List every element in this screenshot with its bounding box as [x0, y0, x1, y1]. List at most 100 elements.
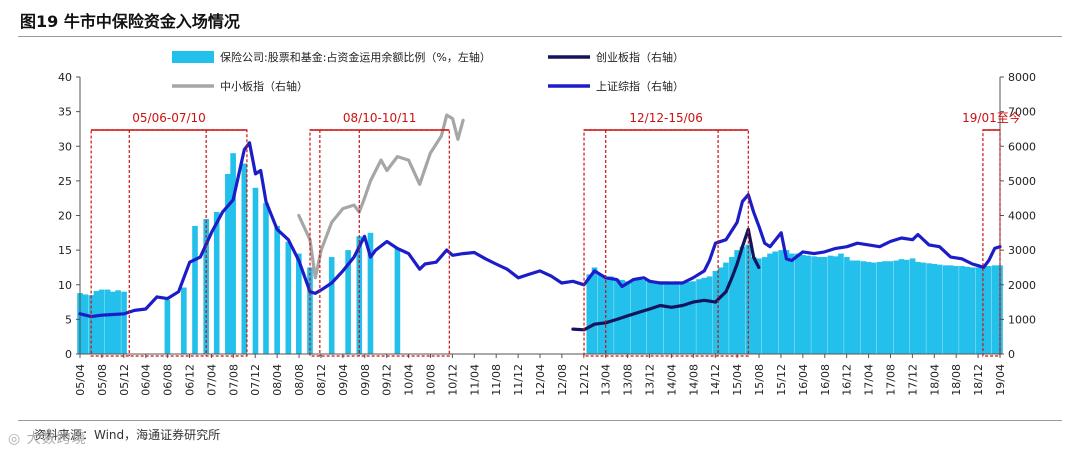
y-right-tick-label: 7000	[1008, 106, 1036, 119]
bar	[849, 260, 855, 354]
chart: 0 5 10 15 20 25 30 35 40 0 1000 2000 3000 4000 5000 600…	[58, 50, 1036, 396]
period-label: 05/06-07/10	[132, 111, 206, 125]
bar	[854, 260, 861, 354]
bar	[608, 276, 614, 354]
x-tick-label: 08/08	[293, 364, 306, 396]
bar	[729, 257, 735, 354]
bar	[394, 248, 401, 354]
bar	[844, 257, 850, 354]
bar	[898, 259, 905, 354]
bar	[903, 259, 910, 354]
x-tick-label: 18/04	[928, 364, 941, 396]
bar	[597, 274, 604, 354]
period-box	[309, 129, 450, 357]
bar	[761, 257, 768, 354]
bar	[307, 267, 313, 354]
bar	[969, 267, 976, 354]
bar	[805, 255, 811, 354]
bar	[614, 279, 620, 354]
bar	[794, 253, 801, 354]
x-tick-label: 12/04	[534, 364, 547, 396]
x-tick-label: 18/12	[972, 364, 985, 396]
y-left-tick-label: 20	[58, 210, 72, 223]
x-tick-label: 11/04	[468, 364, 481, 396]
bar	[93, 290, 100, 354]
bar	[345, 250, 351, 354]
x-tick-label: 18/08	[950, 364, 963, 396]
bottom-divider	[18, 420, 1062, 421]
y-right-tick-label: 8000	[1008, 71, 1036, 84]
bar	[192, 225, 198, 354]
x-tick-label: 14/12	[709, 364, 722, 396]
x-tick-label: 11/08	[490, 364, 503, 396]
bar	[723, 262, 729, 354]
bar	[767, 253, 773, 354]
bar	[975, 267, 982, 354]
series-line-sme	[297, 113, 465, 280]
bar	[953, 266, 959, 354]
series-line-chinext	[571, 227, 761, 332]
x-tick-label: 11/12	[512, 364, 525, 396]
bar	[668, 281, 675, 354]
bar	[104, 289, 111, 354]
bar	[739, 246, 746, 354]
bar	[181, 287, 187, 354]
bar	[252, 187, 259, 354]
x-tick-label: 16/04	[797, 364, 810, 396]
bar	[887, 261, 894, 354]
period-box	[982, 129, 1001, 357]
bar	[263, 203, 269, 354]
x-tick-label: 15/08	[753, 364, 766, 396]
bar	[756, 258, 762, 354]
bar	[800, 254, 806, 354]
y-right-tick-label: 0	[1008, 348, 1015, 361]
bar	[586, 274, 593, 354]
bar	[679, 281, 686, 354]
bar	[296, 253, 302, 354]
y-right-tick-label: 2000	[1008, 279, 1036, 292]
bar	[986, 266, 992, 354]
bar	[882, 261, 888, 354]
bar	[98, 289, 105, 354]
x-tick-label: 15/04	[731, 364, 744, 396]
watermark: ◎ 大数跨境	[8, 431, 87, 447]
bar	[871, 262, 877, 354]
bar	[646, 280, 653, 354]
x-tick-label: 08/12	[315, 364, 328, 396]
x-tick-label: 05/04	[74, 364, 87, 396]
bar	[778, 250, 784, 354]
legend-label: 保险公司:股票和基金:占资金运用余额比例（%，左轴）	[220, 50, 491, 64]
bar	[865, 261, 872, 354]
title-divider	[18, 36, 1062, 37]
bar	[690, 281, 696, 354]
series-line-shanghai	[78, 141, 1002, 319]
bar	[706, 276, 713, 354]
bar	[788, 253, 795, 354]
bar	[991, 265, 998, 354]
x-tick-label: 19/04	[994, 364, 1007, 396]
x-tick-label: 12/08	[556, 364, 569, 396]
bar	[827, 255, 834, 354]
y-left-tick-label: 30	[58, 140, 72, 153]
bar	[82, 294, 89, 354]
x-tick-label: 14/08	[687, 364, 700, 396]
x-tick-label: 17/08	[884, 364, 897, 396]
period-label: 12/12-15/06	[629, 111, 703, 125]
bar	[652, 281, 658, 354]
bar	[241, 163, 248, 354]
y-left-tick-label: 25	[58, 175, 72, 188]
y-left-tick-label: 0	[65, 348, 72, 361]
bar	[630, 280, 637, 354]
x-tick-label: 12/12	[578, 364, 591, 396]
legend-label: 中小板指（右轴）	[220, 79, 308, 93]
bar	[909, 258, 916, 354]
bar	[734, 250, 740, 354]
bar	[832, 256, 839, 354]
bar	[959, 266, 965, 354]
bar	[164, 299, 171, 354]
bar	[367, 232, 374, 354]
bar	[936, 264, 943, 354]
bar	[121, 291, 127, 354]
x-tick-label: 13/04	[600, 364, 613, 396]
bar	[783, 250, 790, 354]
